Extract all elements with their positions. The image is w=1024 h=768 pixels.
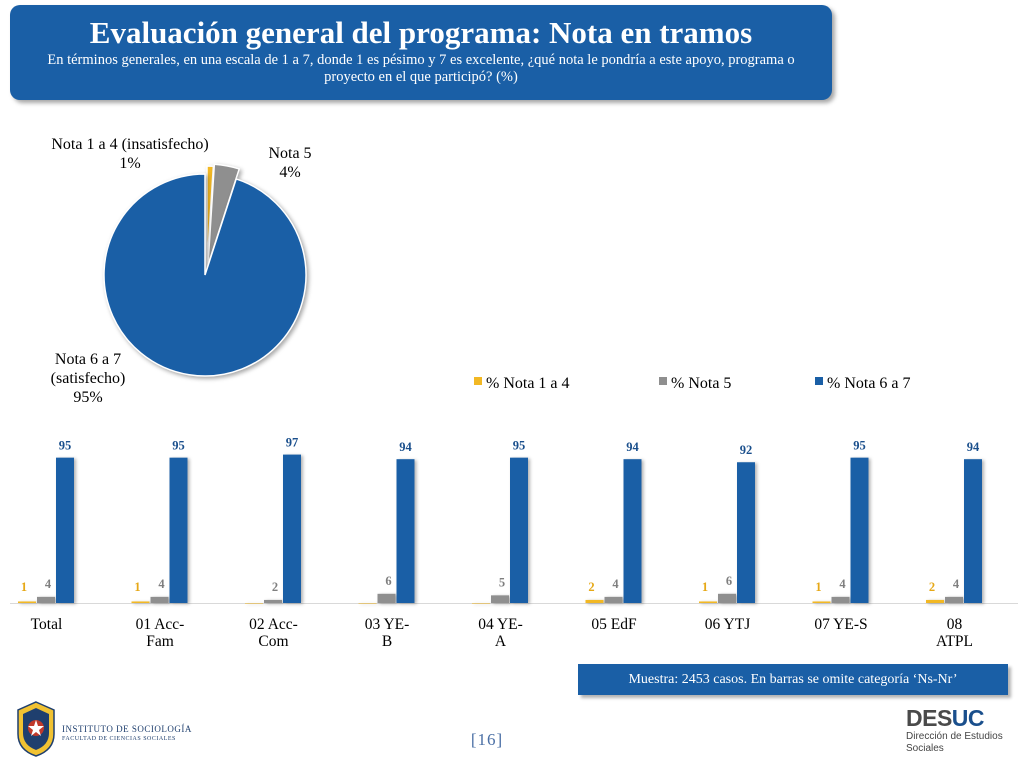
category-label: 02 Acc-	[249, 616, 298, 633]
data-label: 5	[499, 575, 505, 589]
data-label: 6	[385, 574, 391, 588]
data-label: 2	[588, 580, 594, 594]
pie-label: Nota 1 a 4 (insatisfecho)	[51, 136, 208, 153]
legend-swatch	[474, 377, 482, 385]
page-title: Evaluación general del programa: Nota en…	[89, 15, 753, 50]
bar	[18, 601, 36, 603]
data-label: 4	[612, 577, 619, 591]
bar	[850, 457, 869, 603]
bar	[169, 457, 188, 603]
data-label: 94	[967, 440, 980, 454]
data-label: 95	[853, 439, 866, 453]
data-label: 4	[45, 577, 52, 591]
bar	[56, 457, 74, 603]
category-label: 01 Acc-	[136, 616, 185, 633]
bar	[472, 603, 490, 604]
data-label: 1	[21, 580, 27, 594]
data-label: 4	[953, 577, 960, 591]
desuc-subtitle-2: Sociales	[906, 743, 944, 754]
data-label: 97	[286, 436, 299, 450]
bar	[926, 599, 944, 603]
legend-swatch	[815, 377, 823, 385]
institute-faculty: FACULTAD DE CIENCIAS SOCIALES	[62, 736, 176, 742]
data-label: 2	[272, 580, 278, 594]
bar	[831, 596, 850, 603]
desuc-brand-b: UC	[951, 705, 985, 731]
pie-value-label: 95%	[73, 389, 102, 406]
title-banner: Evaluación general del programa: Nota en…	[10, 5, 832, 100]
page-number: [16]	[470, 730, 504, 749]
data-label: 2	[929, 580, 935, 594]
category-label: 04 YE-	[478, 616, 523, 633]
legend-label: % Nota 6 a 7	[827, 375, 911, 392]
pie-slice	[103, 173, 307, 377]
bar	[491, 595, 509, 603]
pie-label: (satisfecho)	[51, 370, 126, 387]
category-label: 08	[947, 616, 963, 633]
bar	[585, 599, 604, 603]
data-label: 6	[726, 574, 732, 588]
bar	[945, 596, 963, 603]
bar	[604, 596, 623, 603]
bar	[718, 593, 736, 603]
legend-label: % Nota 5	[671, 375, 731, 392]
data-label: 1	[702, 580, 708, 594]
bar	[396, 459, 415, 603]
data-label: 94	[626, 440, 639, 454]
bar	[699, 601, 717, 603]
category-label: 07 YE-S	[814, 616, 867, 633]
legend-swatch	[659, 377, 667, 385]
category-label: 03 YE-	[365, 616, 410, 633]
pie-value-label: 1%	[119, 155, 140, 172]
bar	[623, 459, 642, 603]
data-label: 4	[839, 577, 846, 591]
bar	[283, 454, 301, 603]
desuc-brand-a: DES	[906, 705, 952, 731]
category-label: Com	[258, 633, 288, 650]
bar	[510, 457, 528, 603]
category-label: A	[495, 633, 507, 650]
data-label: 1	[134, 580, 140, 594]
bar	[737, 462, 755, 603]
bar	[245, 603, 263, 604]
university-seal-icon	[17, 701, 55, 757]
pie-label: Nota 5	[268, 145, 311, 162]
data-label: 92	[740, 443, 753, 457]
sample-note: Muestra: 2453 casos. En barras se omite …	[578, 664, 1008, 695]
bar	[264, 599, 282, 603]
pie-label: Nota 6 a 7	[55, 351, 121, 368]
legend-label: % Nota 1 a 4	[486, 375, 570, 392]
instituto-sociologia-logo: INSTITUTO DE SOCIOLOGÍA FACULTAD DE CIEN…	[14, 700, 204, 760]
bar	[131, 601, 150, 603]
data-label: 94	[399, 440, 412, 454]
category-label: 05 EdF	[591, 616, 637, 633]
bar	[812, 601, 831, 603]
bar	[358, 603, 377, 604]
data-label: 95	[172, 439, 185, 453]
page-subtitle: En términos generales, en una escala de …	[47, 52, 795, 85]
data-label: 95	[513, 439, 526, 453]
category-label: Total	[31, 616, 63, 633]
desuc-logo: DESUC Dirección de Estudios Sociales	[906, 705, 1016, 765]
bar	[37, 596, 55, 603]
bar	[377, 593, 396, 603]
institute-name: INSTITUTO DE SOCIOLOGÍA	[62, 724, 192, 734]
category-label: 06 YTJ	[705, 616, 751, 633]
pie-value-label: 4%	[279, 164, 300, 181]
category-label: Fam	[146, 633, 174, 650]
data-label: 1	[815, 580, 821, 594]
category-label: B	[382, 633, 392, 650]
data-label: 95	[59, 439, 72, 453]
desuc-subtitle-1: Dirección de Estudios	[906, 731, 1003, 742]
data-label: 4	[158, 577, 165, 591]
bar	[964, 459, 982, 603]
category-label: ATPL	[936, 633, 973, 650]
pie-slice	[206, 165, 215, 268]
bar	[150, 596, 169, 603]
